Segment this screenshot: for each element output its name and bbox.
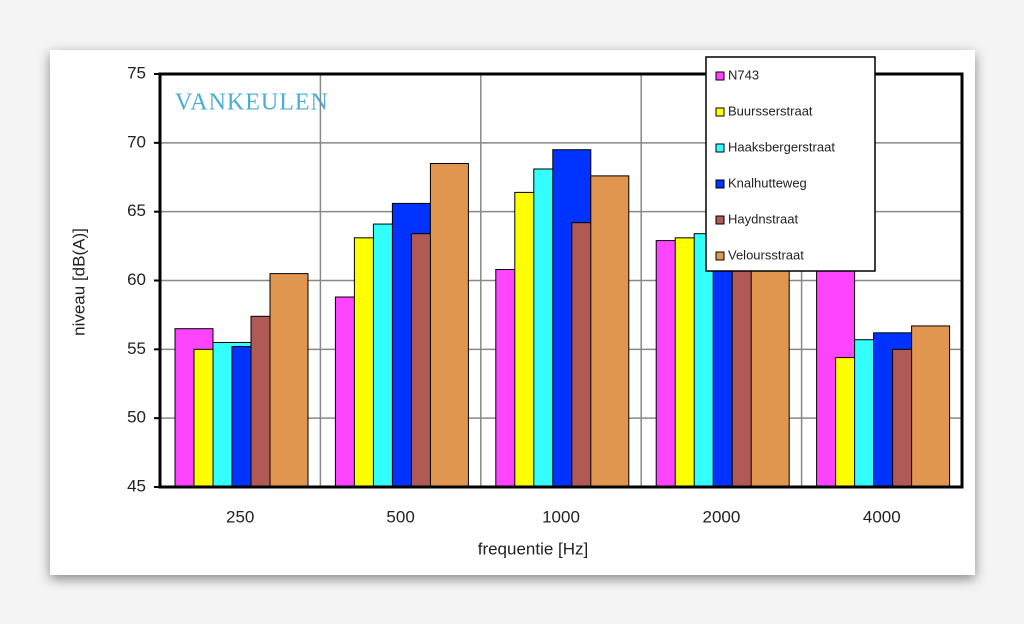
legend-swatch xyxy=(715,107,725,117)
legend-swatch xyxy=(715,71,725,81)
y-tick-label: 75 xyxy=(127,63,146,82)
x-tick-label: 500 xyxy=(386,507,414,526)
bar xyxy=(269,273,309,488)
legend-box xyxy=(705,56,876,272)
y-tick-label: 45 xyxy=(127,476,146,495)
y-axis-title: niveau [dB(A)] xyxy=(69,228,88,336)
x-tick-label: 250 xyxy=(226,507,254,526)
bar xyxy=(590,175,630,488)
y-tick-label: 60 xyxy=(127,270,146,289)
x-tick-label: 4000 xyxy=(863,507,901,526)
legend-label: Buursserstraat xyxy=(728,103,813,118)
legend-label: Haaksbergerstraat xyxy=(728,139,835,154)
legend: N743 Buursserstraat Haaksbergerstraat Knalh… xyxy=(705,56,876,272)
x-tick-label: 2000 xyxy=(702,507,740,526)
legend-swatch xyxy=(715,215,725,225)
legend-swatch xyxy=(715,143,725,153)
bar xyxy=(429,162,469,488)
y-tick-label: 65 xyxy=(127,201,146,220)
legend-swatch xyxy=(715,179,725,189)
plot-border xyxy=(158,72,964,489)
y-tick-label: 55 xyxy=(127,339,146,358)
x-tick-label: 1000 xyxy=(542,507,580,526)
legend-label: N743 xyxy=(728,67,759,82)
legend-label: Haydnstraat xyxy=(728,211,798,226)
legend-label: Veloursstraat xyxy=(728,247,804,262)
legend-swatch xyxy=(715,251,725,261)
logo: VANKEULEN xyxy=(175,90,329,116)
legend-label: Knalhutteweg xyxy=(728,175,807,190)
y-tick-label: 70 xyxy=(127,132,146,151)
bar xyxy=(911,325,951,488)
x-axis-title: frequentie [Hz] xyxy=(478,539,589,558)
y-tick-label: 50 xyxy=(127,408,146,427)
bar xyxy=(750,252,790,488)
